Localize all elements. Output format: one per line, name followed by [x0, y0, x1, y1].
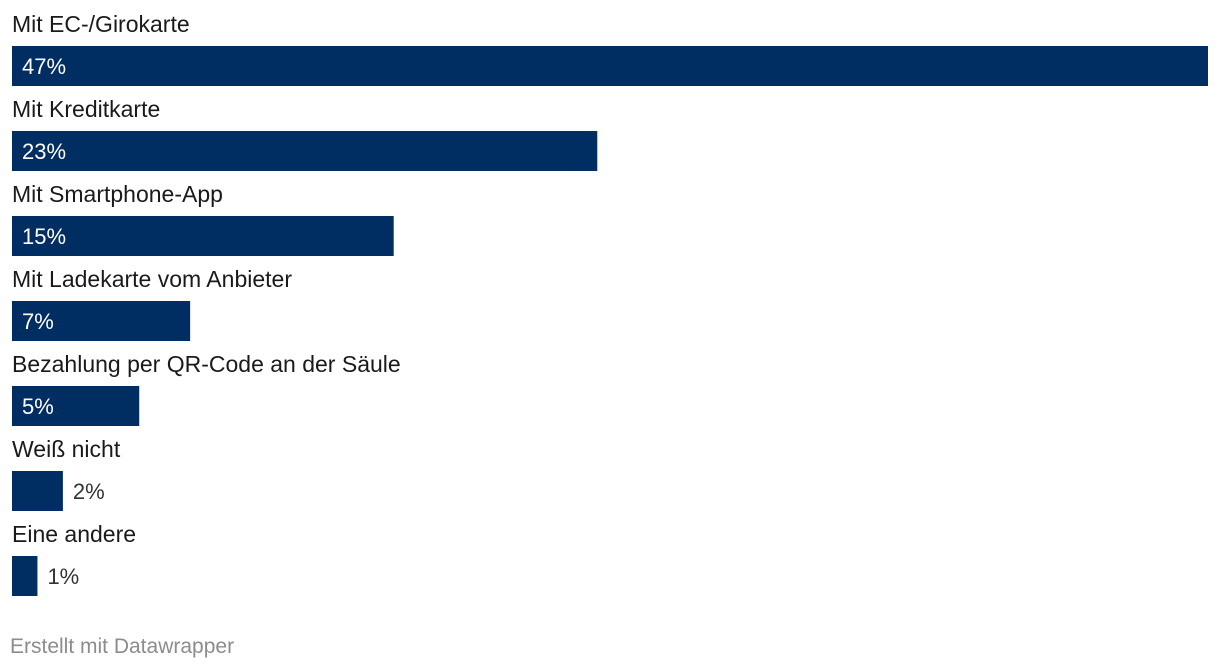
value-label-mit-kreditkarte: 23%: [22, 139, 66, 164]
category-label-eine-andere: Eine andere: [12, 521, 136, 547]
value-label-mit-ladekarte-vom-anbieter: 7%: [22, 309, 54, 334]
category-label-mit-ec-girokarte: Mit EC-/Girokarte: [12, 11, 190, 37]
bar-mit-ladekarte-vom-anbieter: [12, 301, 191, 341]
bar-eine-andere: [12, 556, 38, 596]
bar-bezahlung-per-qr-code-an-der-saeule: [12, 386, 140, 426]
bar-weiss-nicht: [12, 471, 63, 511]
category-label-weiss-nicht: Weiß nicht: [12, 436, 121, 462]
value-label-eine-andere: 1%: [47, 564, 79, 589]
category-label-bezahlung-per-qr-code-an-der-saeule: Bezahlung per QR-Code an der Säule: [12, 351, 401, 377]
bar-mit-smartphone-app: [12, 216, 394, 256]
bar-mit-kreditkarte: [12, 131, 598, 171]
value-label-mit-smartphone-app: 15%: [22, 224, 66, 249]
category-label-mit-smartphone-app: Mit Smartphone-App: [12, 181, 223, 207]
value-label-mit-ec-girokarte: 47%: [22, 54, 66, 79]
category-label-mit-ladekarte-vom-anbieter: Mit Ladekarte vom Anbieter: [12, 266, 292, 292]
value-label-bezahlung-per-qr-code-an-der-saeule: 5%: [22, 394, 54, 419]
bar-mit-ec-girokarte: [12, 46, 1208, 86]
footer-credit[interactable]: Erstellt mit Datawrapper: [10, 635, 235, 658]
value-label-weiss-nicht: 2%: [73, 479, 105, 504]
category-label-mit-kreditkarte: Mit Kreditkarte: [12, 96, 160, 122]
